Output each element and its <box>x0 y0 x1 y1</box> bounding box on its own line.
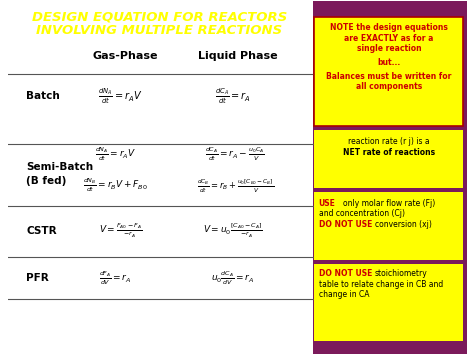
Text: $\frac{dC_A}{dt} = r_A - \frac{u_0 C_A}{V}$: $\frac{dC_A}{dt} = r_A - \frac{u_0 C_A}{… <box>205 146 265 163</box>
Text: and concentration (Cj): and concentration (Cj) <box>319 209 405 218</box>
Text: $\frac{dF_A}{dV} = r_A$: $\frac{dF_A}{dV} = r_A$ <box>100 269 132 287</box>
Text: NET rate of reactions: NET rate of reactions <box>343 148 435 157</box>
FancyBboxPatch shape <box>314 130 464 188</box>
Text: $V = \frac{F_{A0} - F_A}{-r_A}$: $V = \frac{F_{A0} - F_A}{-r_A}$ <box>99 222 142 240</box>
Text: $\frac{dN_A}{dt} = r_A V$: $\frac{dN_A}{dt} = r_A V$ <box>98 87 143 106</box>
Text: (B fed): (B fed) <box>26 176 66 186</box>
Text: USE: USE <box>319 199 336 208</box>
Text: INVOLVING MULTIPLE REACTIONS: INVOLVING MULTIPLE REACTIONS <box>36 24 283 37</box>
Text: Semi-Batch: Semi-Batch <box>26 162 93 172</box>
Text: Balances must be written for: Balances must be written for <box>326 72 452 81</box>
Text: Liquid Phase: Liquid Phase <box>198 51 277 61</box>
Text: conversion (xj): conversion (xj) <box>375 220 432 229</box>
Text: Batch: Batch <box>26 92 60 102</box>
Text: NOTE the design equations: NOTE the design equations <box>330 23 448 32</box>
Text: reaction rate (r j) is a: reaction rate (r j) is a <box>348 137 430 146</box>
Text: CSTR: CSTR <box>26 226 57 236</box>
Text: DO NOT USE: DO NOT USE <box>319 269 372 278</box>
Text: $\frac{dC_B}{dt} = r_B + \frac{u_0[C_{B0} - C_B]}{V}$: $\frac{dC_B}{dt} = r_B + \frac{u_0[C_{B0… <box>197 178 273 195</box>
Text: but...: but... <box>377 59 401 67</box>
FancyBboxPatch shape <box>313 1 467 354</box>
FancyBboxPatch shape <box>314 17 464 126</box>
Text: stoichiometry: stoichiometry <box>375 269 428 278</box>
Text: all components: all components <box>356 82 422 91</box>
Text: DO NOT USE: DO NOT USE <box>319 220 372 229</box>
Text: $V = u_0 \frac{[C_{A0} - C_A]}{-r_A}$: $V = u_0 \frac{[C_{A0} - C_A]}{-r_A}$ <box>203 222 263 240</box>
Text: change in CA: change in CA <box>319 290 369 299</box>
Text: $\frac{dC_A}{dt} = r_A$: $\frac{dC_A}{dt} = r_A$ <box>215 87 251 106</box>
FancyBboxPatch shape <box>314 264 464 341</box>
Text: $\frac{dN_A}{dt} = r_A V$: $\frac{dN_A}{dt} = r_A V$ <box>95 146 136 163</box>
Text: single reaction: single reaction <box>356 44 421 53</box>
Text: Gas-Phase: Gas-Phase <box>92 51 158 61</box>
Text: $u_0 \frac{dC_A}{dV} = r_A$: $u_0 \frac{dC_A}{dV} = r_A$ <box>211 269 255 287</box>
Text: $\frac{dN_B}{dt} = r_B V + F_{B0}$: $\frac{dN_B}{dt} = r_B V + F_{B0}$ <box>83 176 148 194</box>
Text: only molar flow rate (Fj): only molar flow rate (Fj) <box>343 199 435 208</box>
Text: DESIGN EQUATION FOR REACTORS: DESIGN EQUATION FOR REACTORS <box>32 10 287 23</box>
Text: PFR: PFR <box>26 273 49 283</box>
Text: table to relate change in CB and: table to relate change in CB and <box>319 280 443 289</box>
FancyBboxPatch shape <box>314 192 464 260</box>
Text: are EXACTLY as for a: are EXACTLY as for a <box>344 34 434 43</box>
